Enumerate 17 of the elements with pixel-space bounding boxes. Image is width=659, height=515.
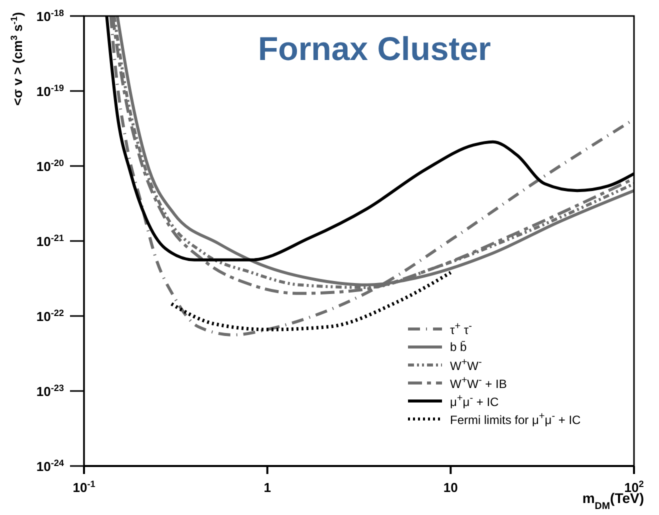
y-tick-label: 10$^{-22}$ <box>36 308 64 324</box>
chart-title: Fornax Cluster <box>258 30 492 67</box>
y-tick-label: 10$^{-19}$ <box>36 83 64 99</box>
y-tick-label: 10$^{-23}$ <box>36 383 64 399</box>
legend-label: μ$^{+}$μ$^{-}$ + IC <box>450 393 499 409</box>
y-tick-label: 10$^{-21}$ <box>36 233 64 249</box>
x-tick-label: 1 <box>264 480 271 495</box>
y-tick-label: 10$^{-20}$ <box>36 158 64 174</box>
legend-label: W$^{+}$W$^{-}$ <box>450 357 482 373</box>
legend-label: τ$^{+}$ τ$^{-}$ <box>450 321 472 337</box>
legend-label: W$^{+}$W$^{-}$ + IB <box>450 375 507 391</box>
legend-label: b b̄ <box>450 340 467 354</box>
y-tick-label: 10$^{-24}$ <box>36 458 65 474</box>
y-tick-label: 10$^{-18}$ <box>36 8 64 24</box>
legend-label: Fermi limits for μ$^{+}$μ$^{-}$ + IC <box>450 411 581 427</box>
x-tick-label: 10 <box>443 480 458 495</box>
x-tick-label: 10$^{-1}$ <box>72 479 96 495</box>
